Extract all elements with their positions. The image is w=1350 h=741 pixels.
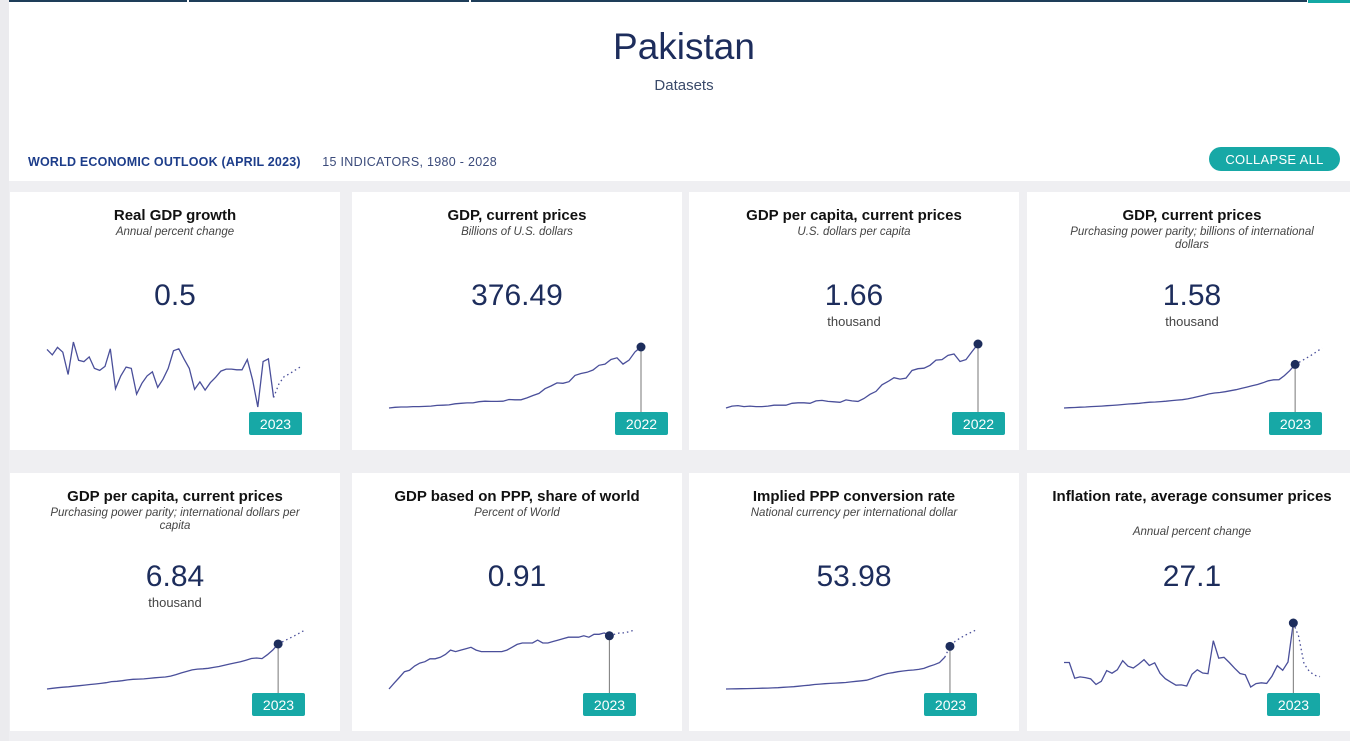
top-divider [9,0,187,2]
indicator-card[interactable]: Real GDP growth Annual percent change 0.5 2… [10,192,340,450]
indicator-unit-description: Purchasing power parity; international d… [50,507,300,532]
indicator-title: Real GDP growth [113,207,237,224]
year-badge[interactable]: 2023 [1269,412,1322,435]
indicator-title: GDP per capita, current prices [746,207,962,224]
collapse-all-button[interactable]: COLLAPSE ALL [1209,147,1340,171]
indicator-value: 6.84 [145,560,205,593]
indicator-value-unit: thousand [148,595,202,610]
highlight-point [973,339,983,349]
dataset-title[interactable]: WORLD ECONOMIC OUTLOOK (APRIL 2023) [28,155,301,169]
projection-line [272,366,301,398]
indicator-value: 27.1 [1162,560,1222,593]
indicator-unit-description: Annual percent change [1132,526,1252,538]
indicator-card[interactable]: GDP per capita, current prices U.S. dolla… [689,192,1019,450]
indicator-card[interactable]: GDP, current prices Billions of U.S. doll… [352,192,682,450]
highlight-point [273,639,283,649]
indicator-unit-description: U.S. dollars per capita [797,226,911,238]
highlight-point [945,641,955,651]
year-badge[interactable]: 2022 [952,412,1005,435]
indicator-title: GDP based on PPP, share of world [394,488,640,505]
dataset-section-header: WORLD ECONOMIC OUTLOOK (APRIL 2023) 15 I… [28,155,497,169]
series-line [388,346,642,409]
highlight-point [1288,618,1298,628]
year-badge[interactable]: 2023 [924,693,977,716]
indicator-card[interactable]: Inflation rate, average consumer prices A… [1027,473,1350,731]
indicator-sparkline[interactable] [10,192,340,450]
indicator-sparkline[interactable] [10,473,340,731]
indicator-title: Implied PPP conversion rate [752,488,956,505]
series-line [388,632,610,690]
series-line [725,343,979,409]
series-line [1064,622,1294,688]
series-line [46,643,279,690]
indicator-title: Inflation rate, average consumer prices [1052,488,1332,505]
indicator-unit-description: Billions of U.S. dollars [461,226,573,238]
highlight-point [1290,359,1300,369]
year-badge[interactable]: 2022 [615,412,668,435]
top-divider [189,0,469,2]
indicator-value: 0.5 [154,279,196,312]
indicator-sparkline[interactable] [352,192,682,450]
indicator-card[interactable]: Implied PPP conversion rate National curr… [689,473,1019,731]
indicator-card[interactable]: GDP based on PPP, share of world Percent … [352,473,682,731]
indicator-value: 0.91 [487,560,547,593]
indicator-unit-description: Annual percent change [115,226,235,238]
projection-line [1294,347,1323,365]
highlight-point [636,342,646,352]
indicator-title: GDP, current prices [447,207,587,224]
indicator-value-unit: thousand [1165,314,1219,329]
indicator-card[interactable]: GDP, current prices Purchasing power pari… [1027,192,1350,450]
year-badge[interactable]: 2023 [249,412,302,435]
page-subtitle: Datasets [654,77,714,94]
dataset-indicator-count: 15 INDICATORS, 1980 - 2028 [322,155,498,169]
indicator-card[interactable]: GDP per capita, current prices Purchasing… [10,473,340,731]
indicator-value: 1.66 [824,279,884,312]
indicator-unit-description: Percent of World [474,507,560,519]
indicator-value: 376.49 [471,279,563,312]
indicator-sparkline[interactable] [689,473,1019,731]
indicator-sparkline[interactable] [352,473,682,731]
year-badge[interactable]: 2023 [1267,693,1320,716]
series-line [725,656,946,690]
indicator-sparkline[interactable] [1027,473,1350,731]
indicator-value-unit: thousand [827,314,881,329]
indicator-title: GDP, current prices [1122,207,1262,224]
top-divider [471,0,1307,2]
series-line [46,341,275,408]
projection-line [944,629,977,658]
indicator-value: 53.98 [816,560,892,593]
indicator-unit-description: National currency per international doll… [750,507,958,519]
series-line [1063,363,1296,409]
page-title: Pakistan [613,26,755,67]
year-badge[interactable]: 2023 [583,693,636,716]
projection-line [277,629,306,645]
indicator-value: 1.58 [1162,279,1222,312]
indicator-unit-description: Purchasing power parity; billions of int… [1070,226,1314,251]
indicator-sparkline[interactable] [1027,192,1350,450]
projection-line [1292,622,1321,678]
indicator-title: GDP per capita, current prices [67,488,283,505]
top-accent-bar [1308,0,1350,3]
year-badge[interactable]: 2023 [252,693,305,716]
left-edge-strip [0,0,9,741]
highlight-point [604,631,614,641]
indicator-sparkline[interactable] [689,192,1019,450]
